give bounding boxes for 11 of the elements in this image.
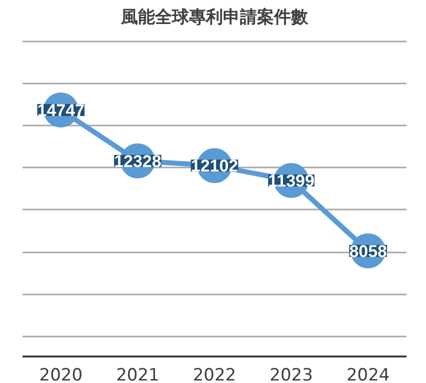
data-label: 11399 <box>268 171 314 190</box>
data-label: 14747 <box>37 100 85 120</box>
data-label: 12328 <box>114 152 162 171</box>
data-label: 8058 <box>349 242 388 261</box>
data-label: 12102 <box>190 156 238 176</box>
x-tick-label: 2021 <box>116 366 160 383</box>
x-tick-label: 2024 <box>346 366 390 383</box>
x-tick-label: 2022 <box>192 366 236 383</box>
x-tick-label: 2023 <box>270 366 313 383</box>
chart-title: 風能全球專利申請案件數 <box>120 6 309 28</box>
x-tick-label: 2020 <box>39 366 83 383</box>
